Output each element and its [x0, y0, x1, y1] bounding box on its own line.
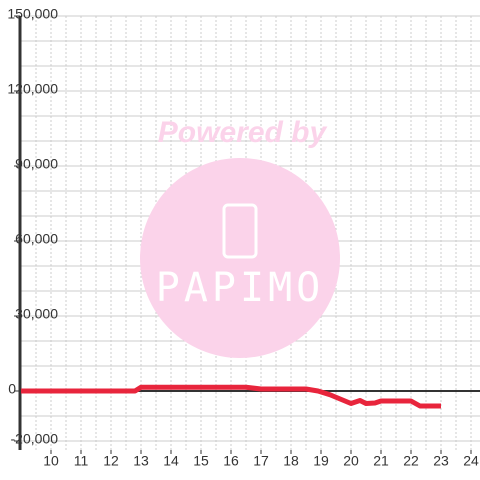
x-tick-label: 11 — [74, 453, 89, 469]
y-tick-label: 90,000 — [15, 156, 58, 172]
y-tick-label: -20,000 — [11, 431, 59, 447]
x-tick-label: 14 — [163, 453, 179, 469]
y-tick-label: 60,000 — [15, 231, 58, 247]
x-tick-label: 12 — [103, 453, 119, 469]
watermark-top: Powered by — [158, 116, 328, 149]
line — [21, 384, 441, 409]
x-tick-label: 22 — [403, 453, 419, 469]
x-tick-label: 16 — [223, 453, 239, 469]
watermark: Powered by PAPIMO — [140, 116, 340, 358]
x-tick-label: 19 — [313, 453, 329, 469]
x-tick-label: 18 — [283, 453, 299, 469]
x-tick-label: 21 — [373, 453, 389, 469]
x-tick-label: 10 — [43, 453, 59, 469]
x-tick-label: 24 — [463, 453, 479, 469]
y-tick-label: 150,000 — [7, 6, 58, 22]
watermark-bottom: PAPIMO — [156, 265, 325, 311]
x-tick-label: 20 — [343, 453, 359, 469]
watermark-phone — [222, 203, 258, 259]
y-tick-label: 30,000 — [15, 306, 58, 322]
x-tick-label: 13 — [133, 453, 149, 469]
y-tick-label: 120,000 — [7, 81, 58, 97]
x-tick-label: 17 — [253, 453, 269, 469]
y-tick-label: 0 — [8, 381, 16, 397]
x-tick-label: 15 — [193, 453, 209, 469]
x-tick-label: 23 — [433, 453, 449, 469]
